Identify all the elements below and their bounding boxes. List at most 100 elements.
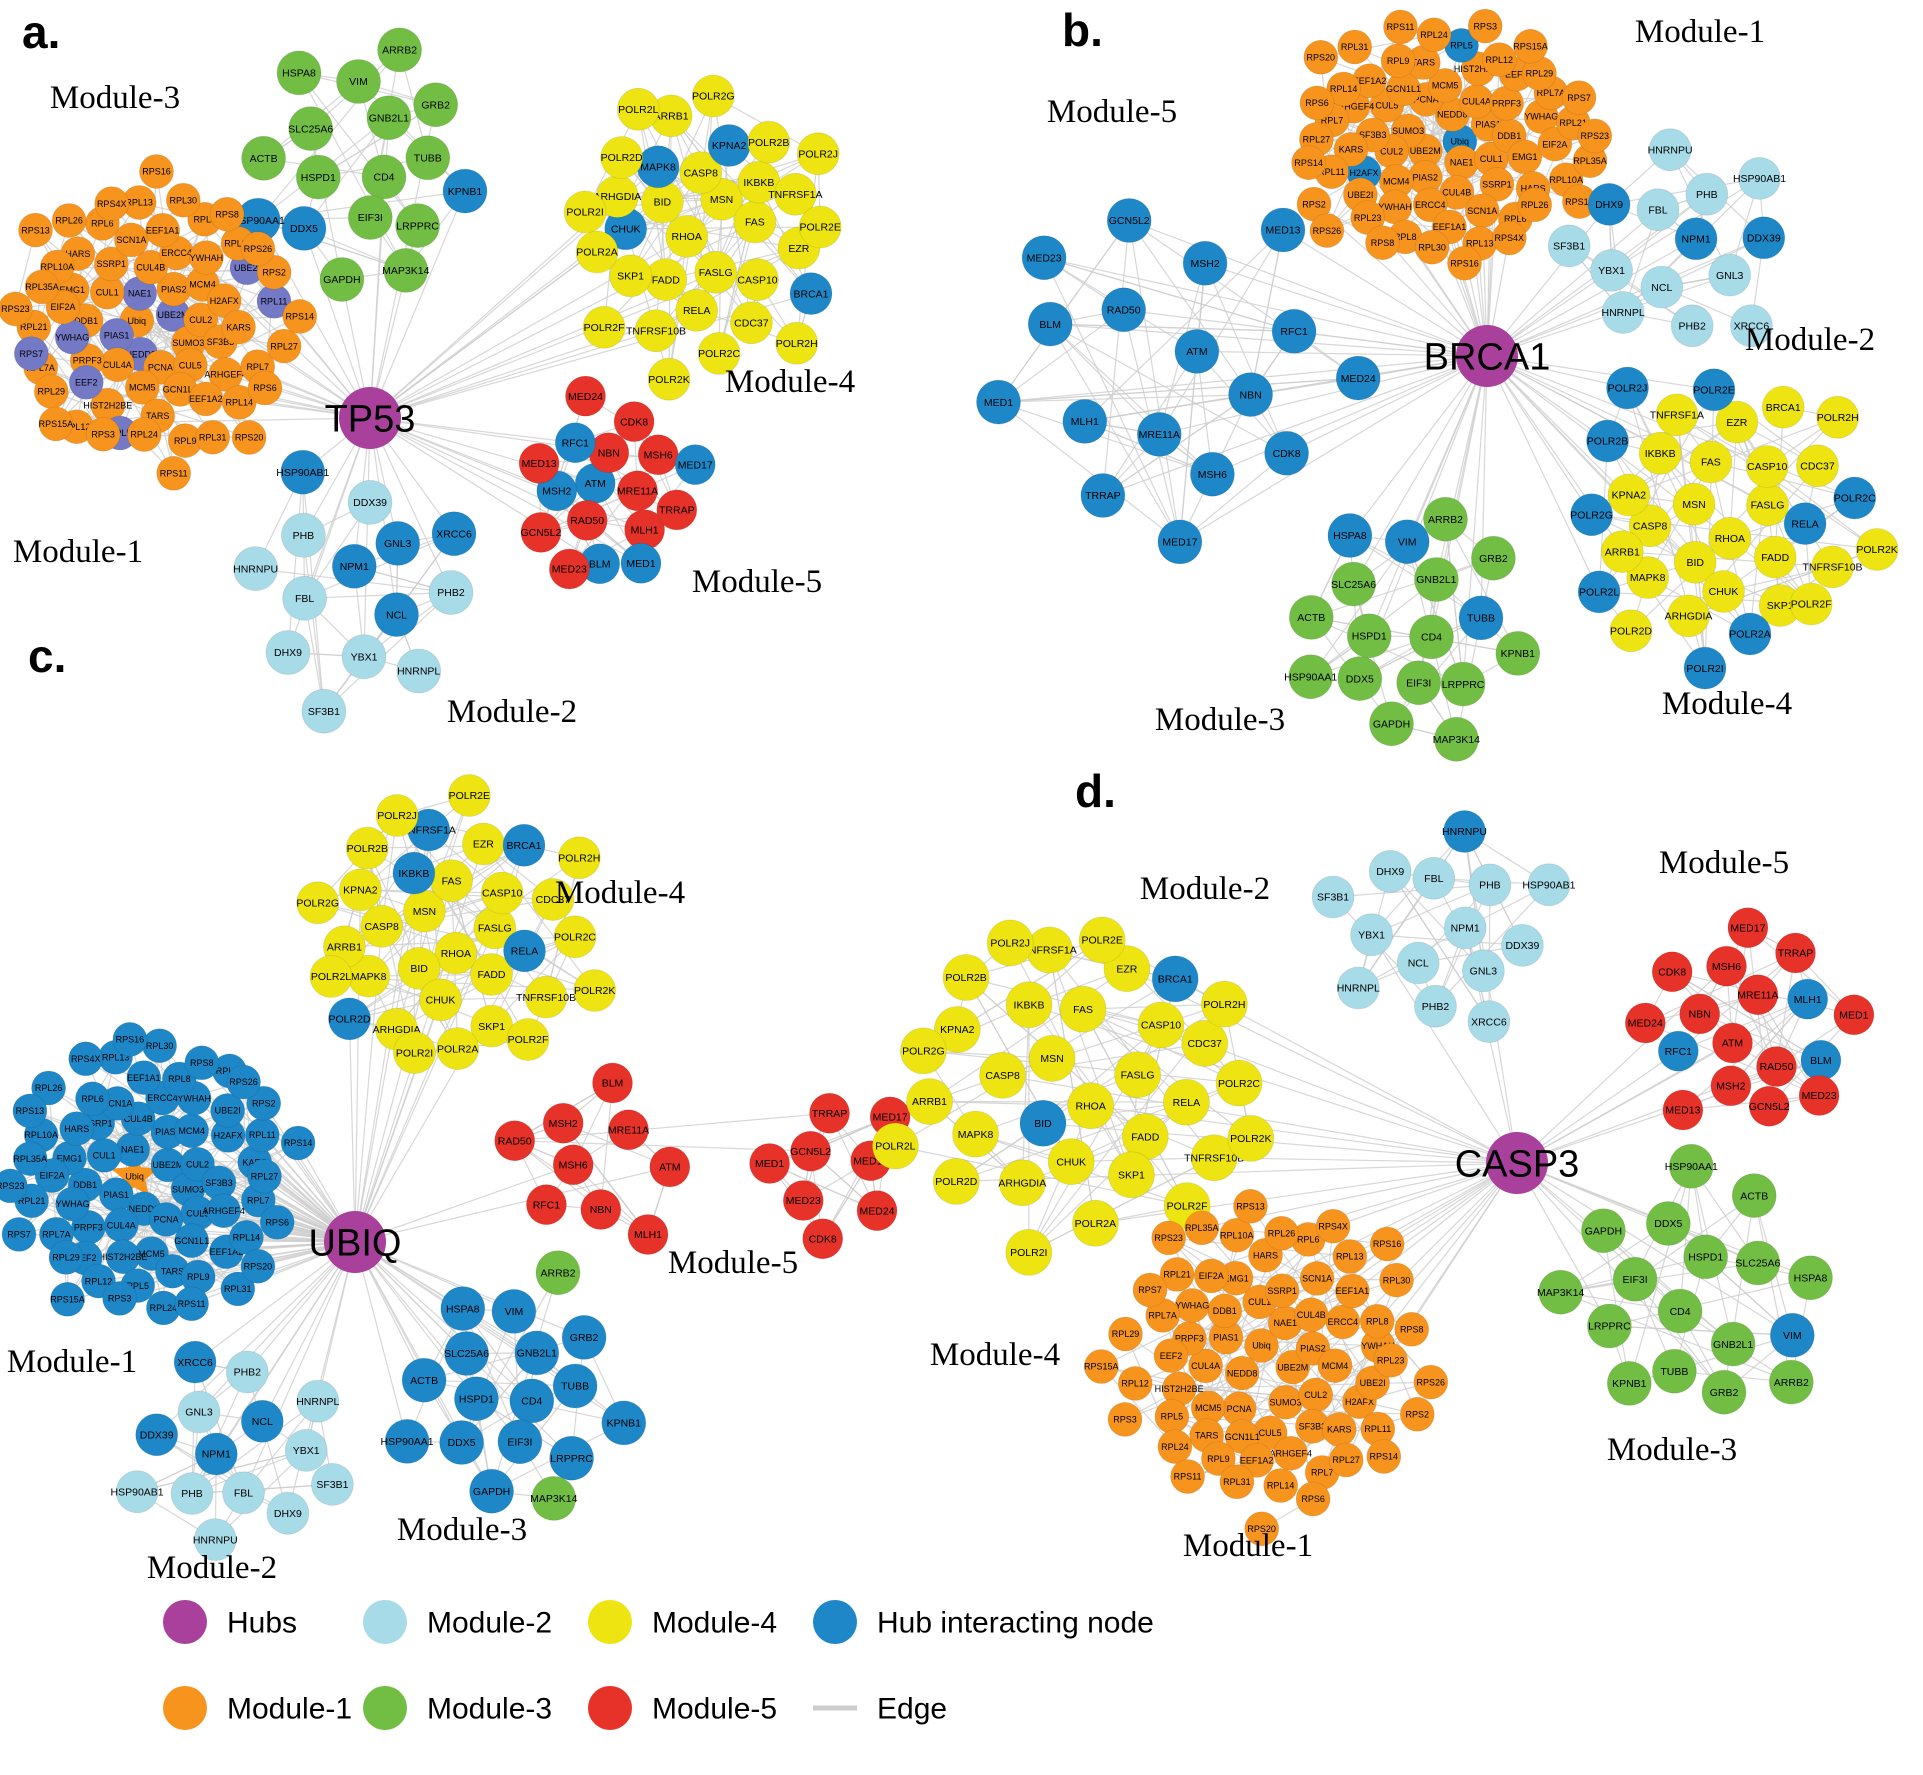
node-POLR2D bbox=[932, 1158, 980, 1205]
hub-edge bbox=[198, 1241, 356, 1413]
node-EIF3I bbox=[1396, 660, 1442, 706]
node-ARRB2 bbox=[1768, 1359, 1814, 1405]
node-FBL bbox=[222, 1471, 265, 1515]
hub-edge bbox=[1204, 1042, 1518, 1164]
node-MED1 bbox=[976, 379, 1021, 425]
node-SCN1A bbox=[1299, 1261, 1335, 1296]
hub-label-CASP3: CASP3 bbox=[1455, 1143, 1580, 1185]
module-label-d-module-1: Module-1 bbox=[1183, 1528, 1313, 1564]
node-EZR bbox=[461, 822, 505, 866]
edge bbox=[768, 1116, 891, 1165]
node-RPL11 bbox=[244, 1117, 280, 1153]
edge bbox=[997, 401, 1214, 475]
node-CDC37 bbox=[730, 301, 773, 345]
node-ATM bbox=[1174, 328, 1220, 374]
node-PHB bbox=[170, 1472, 214, 1515]
node-HSP90AB1 bbox=[115, 1470, 159, 1514]
node-POLR2H bbox=[1816, 395, 1860, 439]
node-MED17 bbox=[1157, 519, 1203, 565]
node-ERCC4 bbox=[1412, 187, 1448, 223]
node-SLC25A6 bbox=[288, 106, 334, 152]
edge bbox=[600, 1082, 614, 1211]
node-BRCA1 bbox=[1151, 955, 1199, 1003]
edge bbox=[1647, 461, 1712, 579]
node-POLR2A bbox=[1072, 1199, 1119, 1247]
edge bbox=[997, 394, 1252, 403]
node-HSP90AB1 bbox=[280, 449, 326, 495]
node-HNRNPL bbox=[296, 1379, 340, 1423]
node-RPS3 bbox=[85, 416, 121, 452]
node-NBN bbox=[580, 1189, 622, 1230]
node-HSP90AA1 bbox=[384, 1419, 430, 1464]
node-MSH2 bbox=[1182, 240, 1228, 286]
node-RPL27 bbox=[266, 328, 302, 364]
node-POLR2L bbox=[1577, 570, 1621, 614]
node-RPL31 bbox=[195, 419, 231, 455]
legend-label-edge: Edge bbox=[877, 1693, 947, 1726]
node-RPS7 bbox=[1561, 80, 1597, 115]
hub-edge bbox=[1516, 1042, 1734, 1164]
node-POLR2F bbox=[506, 1018, 550, 1061]
node-KPNB1 bbox=[442, 168, 488, 214]
node-EEF2 bbox=[1153, 1338, 1189, 1373]
node-POLR2G bbox=[1570, 493, 1613, 537]
node-MED1 bbox=[1833, 994, 1875, 1036]
node-RPS8 bbox=[209, 196, 245, 232]
node-CASP8 bbox=[1628, 504, 1672, 548]
node-HARS bbox=[59, 1111, 95, 1146]
node-FAS bbox=[430, 859, 474, 903]
node-ACTB bbox=[1288, 595, 1334, 640]
node-RPS26 bbox=[1413, 1364, 1449, 1400]
edge bbox=[1608, 177, 1761, 205]
node-EMG1 bbox=[1507, 139, 1543, 175]
node-RPS13 bbox=[12, 1093, 48, 1129]
hub-edge bbox=[354, 1241, 533, 1402]
node-RPS11 bbox=[1383, 9, 1418, 45]
edge bbox=[1699, 1013, 1822, 1061]
panel-a: CD4HSPD1GNB2L1EIF3ISLC25A6TUBBDDX5VIMLRP… bbox=[0, 6, 855, 734]
node-SLC25A6 bbox=[1735, 1240, 1781, 1286]
node-MCM4 bbox=[174, 1113, 210, 1149]
node-EIF2A bbox=[1193, 1258, 1229, 1294]
node-POLR2C bbox=[1833, 476, 1877, 520]
edge bbox=[1049, 323, 1160, 435]
node-RPS3 bbox=[1107, 1402, 1143, 1437]
node-RPL26 bbox=[1264, 1215, 1299, 1251]
node-MSN bbox=[1028, 1035, 1076, 1082]
legend-swatch-interact bbox=[813, 1600, 857, 1644]
node-ARRB2 bbox=[1423, 496, 1468, 542]
module-label-c-module-3: Module-3 bbox=[397, 1512, 527, 1548]
node-RPS20 bbox=[1244, 1511, 1280, 1547]
node-RPL35A bbox=[12, 1141, 48, 1177]
edge bbox=[368, 844, 525, 977]
panel-letter-b: b. bbox=[1062, 4, 1103, 56]
node-XRCC6 bbox=[1730, 304, 1773, 348]
edge bbox=[1560, 1262, 1759, 1293]
node-ARRB2 bbox=[535, 1250, 581, 1296]
legend: Hubs Module-2 Module-4 Hub interacting node… bbox=[163, 1600, 1154, 1730]
edge bbox=[1043, 257, 1181, 543]
edge bbox=[323, 591, 452, 712]
node-RPS2 bbox=[246, 1085, 282, 1121]
node-CUL4A bbox=[1459, 84, 1494, 119]
node-POLR2I bbox=[1005, 1229, 1053, 1276]
node-NCL bbox=[240, 1399, 284, 1443]
node-RPL29 bbox=[33, 374, 69, 409]
node-EEF1A1 bbox=[145, 212, 181, 248]
node-MED17 bbox=[1727, 907, 1769, 949]
node-RPS4X bbox=[1315, 1208, 1351, 1244]
node-POLR2A bbox=[1728, 612, 1772, 656]
node-RAD50 bbox=[566, 500, 608, 541]
node-GNB2L1 bbox=[366, 95, 412, 141]
edge bbox=[191, 1371, 248, 1495]
node-POLR2E bbox=[798, 205, 842, 249]
node-POLR2G bbox=[296, 881, 340, 925]
edge bbox=[1048, 949, 1133, 1176]
node-CD4 bbox=[1409, 614, 1454, 660]
node-CUL4A bbox=[1188, 1348, 1223, 1384]
node-HNRNPU bbox=[193, 1518, 237, 1561]
module-label-b-module-5: Module-5 bbox=[1047, 94, 1177, 130]
node-RPL23 bbox=[1373, 1342, 1408, 1378]
module-label-d-module-3: Module-3 bbox=[1607, 1432, 1737, 1468]
node-SKP1 bbox=[609, 254, 652, 298]
